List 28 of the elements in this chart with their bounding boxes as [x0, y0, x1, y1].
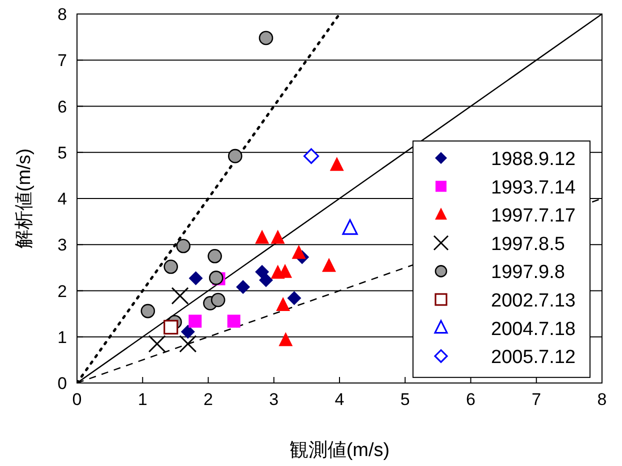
y-tick-label: 5: [58, 143, 67, 162]
y-tick-label: 4: [58, 190, 67, 208]
y-tick-label: 2: [58, 282, 67, 301]
legend-label: 2004.7.18: [491, 318, 576, 340]
x-tick-label: 5: [400, 390, 410, 409]
x-axis-title: 観測値(m/s): [289, 440, 390, 461]
legend-label: 1988.9.12: [491, 149, 576, 170]
x-tick-label: 3: [269, 390, 279, 409]
legend-label: 1997.7.17: [491, 206, 576, 227]
legend-label: 1997.9.8: [491, 262, 565, 284]
x-tick-label: 4: [334, 390, 344, 409]
x-tick-label: 0: [72, 390, 82, 409]
y-tick-label: 7: [58, 51, 67, 70]
legend-label: 1993.7.14: [491, 177, 576, 198]
x-tick-label: 8: [597, 390, 607, 409]
legend-label: 2002.7.13: [491, 290, 576, 312]
x-tick-label: 7: [532, 390, 542, 409]
y-axis-title: 解析値(m/s): [14, 148, 35, 249]
legend-label: 1997.8.5: [491, 234, 565, 255]
legend-label: 2005.7.12: [491, 347, 576, 368]
x-tick-label: 6: [466, 390, 476, 409]
x-tick-label: 2: [204, 390, 213, 409]
y-tick-label: 8: [58, 5, 67, 24]
y-tick-label: 6: [58, 97, 67, 116]
x-tick-label: 1: [138, 390, 148, 409]
y-tick-label: 0: [58, 374, 67, 393]
y-tick-label: 1: [58, 328, 67, 347]
y-tick-label: 3: [58, 236, 67, 255]
